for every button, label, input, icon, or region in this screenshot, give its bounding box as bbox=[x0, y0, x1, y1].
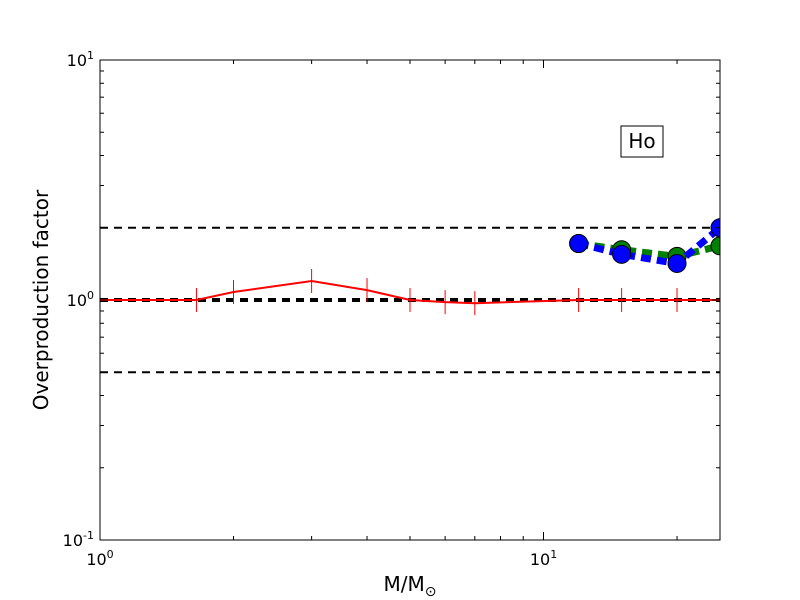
annotation-box: Ho bbox=[620, 125, 664, 158]
series-2-point bbox=[710, 218, 720, 238]
series-0 bbox=[100, 268, 720, 316]
series-0-line bbox=[100, 279, 720, 305]
y-axis-label: Overproduction factor bbox=[29, 189, 53, 410]
x-tick-label: 101 bbox=[530, 548, 557, 569]
x-tick-label: 100 bbox=[86, 548, 113, 569]
annotation-text: Ho bbox=[628, 129, 655, 153]
series-2-point bbox=[612, 244, 632, 264]
y-tick-label: 100 bbox=[67, 289, 94, 310]
annotation-frame bbox=[620, 125, 664, 158]
series-2-point bbox=[569, 233, 589, 253]
x-axis-label-main: M/M bbox=[384, 572, 425, 596]
x-axis-label-subscript: ⊙ bbox=[425, 584, 437, 600]
series-2-point bbox=[667, 253, 687, 273]
x-axis-label: M/M⊙ bbox=[384, 572, 437, 600]
y-tick-label: 10-1 bbox=[63, 529, 94, 550]
series-layer bbox=[100, 218, 720, 316]
y-tick-label: 101 bbox=[67, 49, 94, 70]
plot-frame bbox=[99, 59, 721, 541]
series-2-line bbox=[577, 225, 720, 268]
series-2 bbox=[569, 218, 720, 273]
series-1-point bbox=[710, 236, 720, 256]
